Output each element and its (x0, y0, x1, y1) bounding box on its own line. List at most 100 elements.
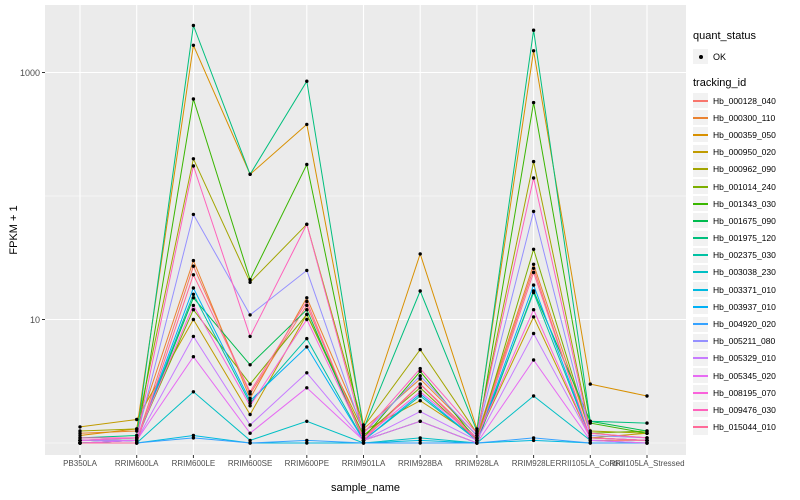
legend-item-label: Hb_001343_030 (713, 198, 776, 209)
data-point (135, 417, 139, 422)
data-point (248, 334, 252, 339)
legend-key-icon (693, 127, 708, 143)
data-point (191, 355, 196, 359)
data-point (361, 438, 366, 443)
data-point (78, 429, 82, 433)
y-tick-label-1000: 1000 (19, 68, 40, 78)
data-point (475, 431, 479, 435)
data-point (531, 209, 536, 214)
line-swatch-icon (693, 305, 708, 308)
legend-item-label: Hb_008195_070 (713, 387, 776, 398)
legend-item-label: Hb_003937_010 (713, 301, 776, 312)
data-point (135, 433, 139, 438)
line-swatch-icon (693, 288, 708, 291)
data-point (191, 296, 196, 300)
data-point (305, 312, 309, 317)
x-tick-label: RRIM901LA (341, 459, 386, 468)
data-point (305, 299, 309, 304)
legend-item-Hb_000128_040: Hb_000128_040 (693, 92, 776, 109)
data-point (191, 303, 196, 308)
data-point (531, 49, 536, 53)
data-point (78, 425, 82, 429)
legend-item-Hb_004920_020: Hb_004920_020 (693, 315, 776, 332)
axis-ticks (42, 72, 648, 458)
data-point (305, 336, 309, 341)
data-point (191, 258, 196, 263)
data-point (645, 429, 649, 433)
data-point (248, 313, 252, 317)
line-swatch-icon (693, 391, 708, 394)
data-point (531, 159, 536, 164)
data-point (418, 252, 422, 256)
y-axis-title: FPKM + 1 (8, 205, 20, 255)
data-point (418, 382, 422, 386)
legend-key-icon (693, 350, 708, 366)
data-point (305, 303, 309, 308)
x-tick-label: RRII105LA_Stressed (609, 459, 685, 468)
data-point (361, 441, 366, 445)
data-point (191, 390, 196, 394)
legend-key-icon (693, 144, 708, 160)
legend-item-Hb_015044_010: Hb_015044_010 (693, 419, 776, 436)
legend-item-Hb_001014_240: Hb_001014_240 (693, 178, 776, 195)
legend-item-Hb_003038_230: Hb_003038_230 (693, 264, 776, 281)
data-point (418, 438, 422, 443)
legend-item-Hb_005329_010: Hb_005329_010 (693, 350, 776, 367)
legend-item-Hb_000950_020: Hb_000950_020 (693, 144, 776, 161)
y-tick-label-10: 10 (29, 315, 40, 325)
legend-key-ok (693, 49, 708, 64)
legend-item-Hb_000300_110: Hb_000300_110 (693, 109, 776, 126)
tracking-id-legend-items: Hb_000128_040 Hb_000300_110 Hb_000359_050 H… (693, 92, 776, 436)
legend-item-label: OK (713, 51, 727, 62)
data-point (248, 382, 252, 386)
data-point (531, 315, 536, 319)
legend-item-label: Hb_000962_090 (713, 164, 776, 175)
legend-item-Hb_003937_010: Hb_003937_010 (693, 298, 776, 315)
data-point (248, 441, 252, 445)
legend-key-icon (693, 213, 708, 229)
data-point (135, 438, 139, 443)
line-swatch-icon (693, 133, 708, 136)
line-swatch-icon (693, 374, 708, 377)
data-point (135, 441, 139, 445)
data-point (645, 421, 649, 425)
legend-item-label: Hb_001014_240 (713, 181, 776, 192)
data-point (78, 436, 82, 440)
data-point (645, 438, 649, 443)
data-point (305, 308, 309, 312)
data-point (191, 164, 196, 168)
data-point (191, 308, 196, 312)
data-point (305, 386, 309, 390)
data-point (191, 436, 196, 440)
legend-key-icon (693, 93, 708, 109)
data-point (361, 427, 366, 431)
x-tick-label: RRIM600SE (227, 459, 273, 468)
data-point (248, 404, 252, 408)
legend-key-icon (693, 402, 708, 418)
data-point (588, 431, 592, 435)
legend-item-Hb_001975_120: Hb_001975_120 (693, 230, 776, 247)
data-point (418, 374, 422, 378)
legend-key-icon (693, 110, 708, 126)
legend-item-label: Hb_000300_110 (713, 112, 776, 123)
data-point (418, 366, 422, 371)
data-point (418, 289, 422, 293)
data-point (191, 264, 196, 268)
data-point (78, 433, 82, 438)
data-point (248, 399, 252, 403)
data-point (531, 247, 536, 251)
data-point (191, 97, 196, 101)
line-swatch-icon (693, 151, 708, 154)
x-tick-label: PB350LA (63, 459, 97, 468)
data-point (531, 28, 536, 32)
data-point (588, 382, 592, 386)
line-swatch-icon (693, 185, 708, 188)
data-point (361, 436, 366, 440)
x-tick-label: RRIM928LE (511, 459, 556, 468)
legend-key-icon (693, 247, 708, 263)
data-point (418, 377, 422, 381)
data-point (645, 394, 649, 398)
legend-item-Hb_000962_090: Hb_000962_090 (693, 161, 776, 178)
data-point (531, 438, 536, 443)
legend-item-label: Hb_005211_080 (713, 336, 776, 347)
